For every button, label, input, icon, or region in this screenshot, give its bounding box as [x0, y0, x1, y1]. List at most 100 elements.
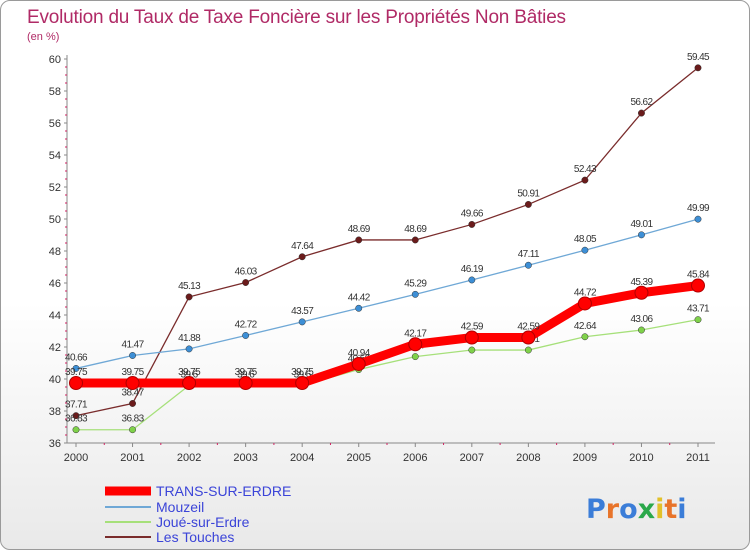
- data-point: [185, 293, 193, 301]
- legend-label: Mouzeil: [156, 499, 204, 515]
- data-label: 45.29: [404, 278, 427, 289]
- y-tick-label: 48: [49, 246, 61, 258]
- data-point: [468, 346, 476, 354]
- series-les-touches: 37.71 38.47 45.13 46.03 47.64 48.69 48.69 49.66…: [65, 52, 711, 420]
- data-label: 44.72: [574, 287, 597, 298]
- chart-unit-label: (en %): [27, 31, 60, 43]
- data-label: 39.6: [237, 369, 255, 380]
- legend-item: TRANS-SUR-ERDRE: [105, 483, 291, 499]
- data-point: [298, 253, 306, 261]
- data-label: 52.43: [574, 164, 597, 175]
- data-point: [691, 278, 705, 293]
- data-label: 45.13: [178, 281, 201, 292]
- data-point: [581, 246, 589, 254]
- legend-label: Joué-sur-Erdre: [156, 514, 250, 530]
- data-label: 48.05: [574, 234, 597, 245]
- data-label: 41.88: [178, 333, 201, 344]
- x-tick-label: 2009: [573, 452, 597, 464]
- data-label: 43.06: [630, 314, 653, 325]
- series-line: [76, 319, 699, 431]
- x-tick-label: 2003: [233, 452, 257, 464]
- data-point: [72, 412, 80, 420]
- data-label: 47.11: [518, 249, 540, 260]
- data-point: [524, 261, 532, 269]
- data-point: [238, 376, 253, 390]
- data-label: 39.75: [65, 367, 88, 378]
- y-tick-label: 56: [49, 118, 61, 130]
- data-point: [638, 326, 645, 334]
- data-point: [69, 376, 83, 390]
- legend-item: Joué-sur-Erdre: [105, 514, 250, 530]
- data-point: [634, 285, 649, 300]
- data-point: [129, 426, 136, 434]
- data-point: [468, 276, 476, 284]
- data-point: [298, 318, 306, 326]
- data-label: 37.71: [65, 400, 88, 411]
- x-tick-label: 2011: [686, 452, 710, 464]
- data-label: 43.57: [291, 306, 314, 317]
- data-point: [638, 109, 645, 117]
- data-point: [411, 290, 419, 298]
- data-point: [524, 200, 532, 208]
- data-point: [355, 236, 363, 244]
- data-point: [408, 337, 423, 352]
- data-label: 41.47: [122, 339, 145, 350]
- data-point: [129, 400, 136, 407]
- y-tick-label: 36: [49, 438, 61, 450]
- x-tick-label: 2006: [403, 452, 427, 464]
- data-point: [185, 345, 193, 353]
- data-label: 38.47: [122, 387, 145, 398]
- data-label: 44.42: [348, 292, 371, 303]
- y-tick-label: 44: [49, 310, 61, 322]
- data-point: [242, 279, 250, 286]
- data-label: 40.66: [65, 352, 88, 363]
- data-label: 40.94: [348, 348, 371, 359]
- data-point: [694, 215, 702, 223]
- series-mouzeil: 40.66 41.47 41.88 42.72 43.57 44.42 45.29 46.19…: [65, 203, 711, 372]
- x-tick-label: 2000: [64, 452, 88, 464]
- data-point: [411, 353, 419, 361]
- series-line: [71, 281, 703, 388]
- data-label: 42.17: [404, 328, 427, 339]
- legend-label: TRANS-SUR-ERDRE: [156, 483, 291, 499]
- data-label: 45.39: [630, 277, 653, 288]
- series-trans-sur-erdre: 39.75 39.75 39.75 39.75 39.75 40.94 42.17 42.59…: [65, 270, 711, 390]
- chart-title: Evolution du Taux de Taxe Foncière sur l…: [27, 7, 566, 28]
- x-tick-label: 2001: [120, 452, 144, 464]
- x-tick-label: 2008: [516, 452, 540, 464]
- data-label: 46.03: [235, 267, 258, 278]
- y-tick-label: 42: [49, 342, 61, 354]
- data-label: 47.64: [291, 241, 314, 252]
- data-point: [355, 304, 363, 312]
- data-label: 49.66: [461, 208, 484, 219]
- data-label: 39.75: [122, 367, 145, 378]
- data-point: [521, 330, 536, 345]
- data-point: [638, 231, 645, 239]
- series-line: [75, 218, 699, 370]
- data-label: 36.83: [65, 414, 88, 425]
- legend-item: Mouzeil: [105, 499, 204, 515]
- data-point: [295, 376, 310, 390]
- data-point: [524, 346, 532, 354]
- data-point: [411, 236, 419, 244]
- x-tick-label: 2010: [629, 452, 653, 464]
- data-label: 42.59: [461, 322, 484, 333]
- data-point: [581, 333, 589, 341]
- data-point: [468, 220, 476, 228]
- legend-label: Les Touches: [156, 529, 234, 545]
- data-point: [464, 330, 479, 345]
- y-tick-label: 58: [49, 86, 61, 98]
- y-tick-label: 46: [49, 278, 61, 290]
- x-tick-label: 2007: [460, 452, 484, 464]
- x-tick-label: 2004: [290, 452, 314, 464]
- proxiti-logo: Proxiti: [586, 494, 687, 525]
- data-point: [581, 176, 589, 184]
- y-tick-label: 38: [49, 406, 61, 418]
- data-label: 42.72: [235, 319, 258, 330]
- y-tick-label: 50: [49, 214, 61, 226]
- series-line: [75, 67, 699, 417]
- x-tick-label: 2002: [177, 452, 201, 464]
- data-label: 56.62: [630, 97, 653, 108]
- data-label: 39.6: [181, 369, 199, 380]
